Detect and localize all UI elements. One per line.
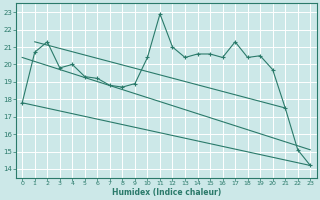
- X-axis label: Humidex (Indice chaleur): Humidex (Indice chaleur): [112, 188, 221, 197]
